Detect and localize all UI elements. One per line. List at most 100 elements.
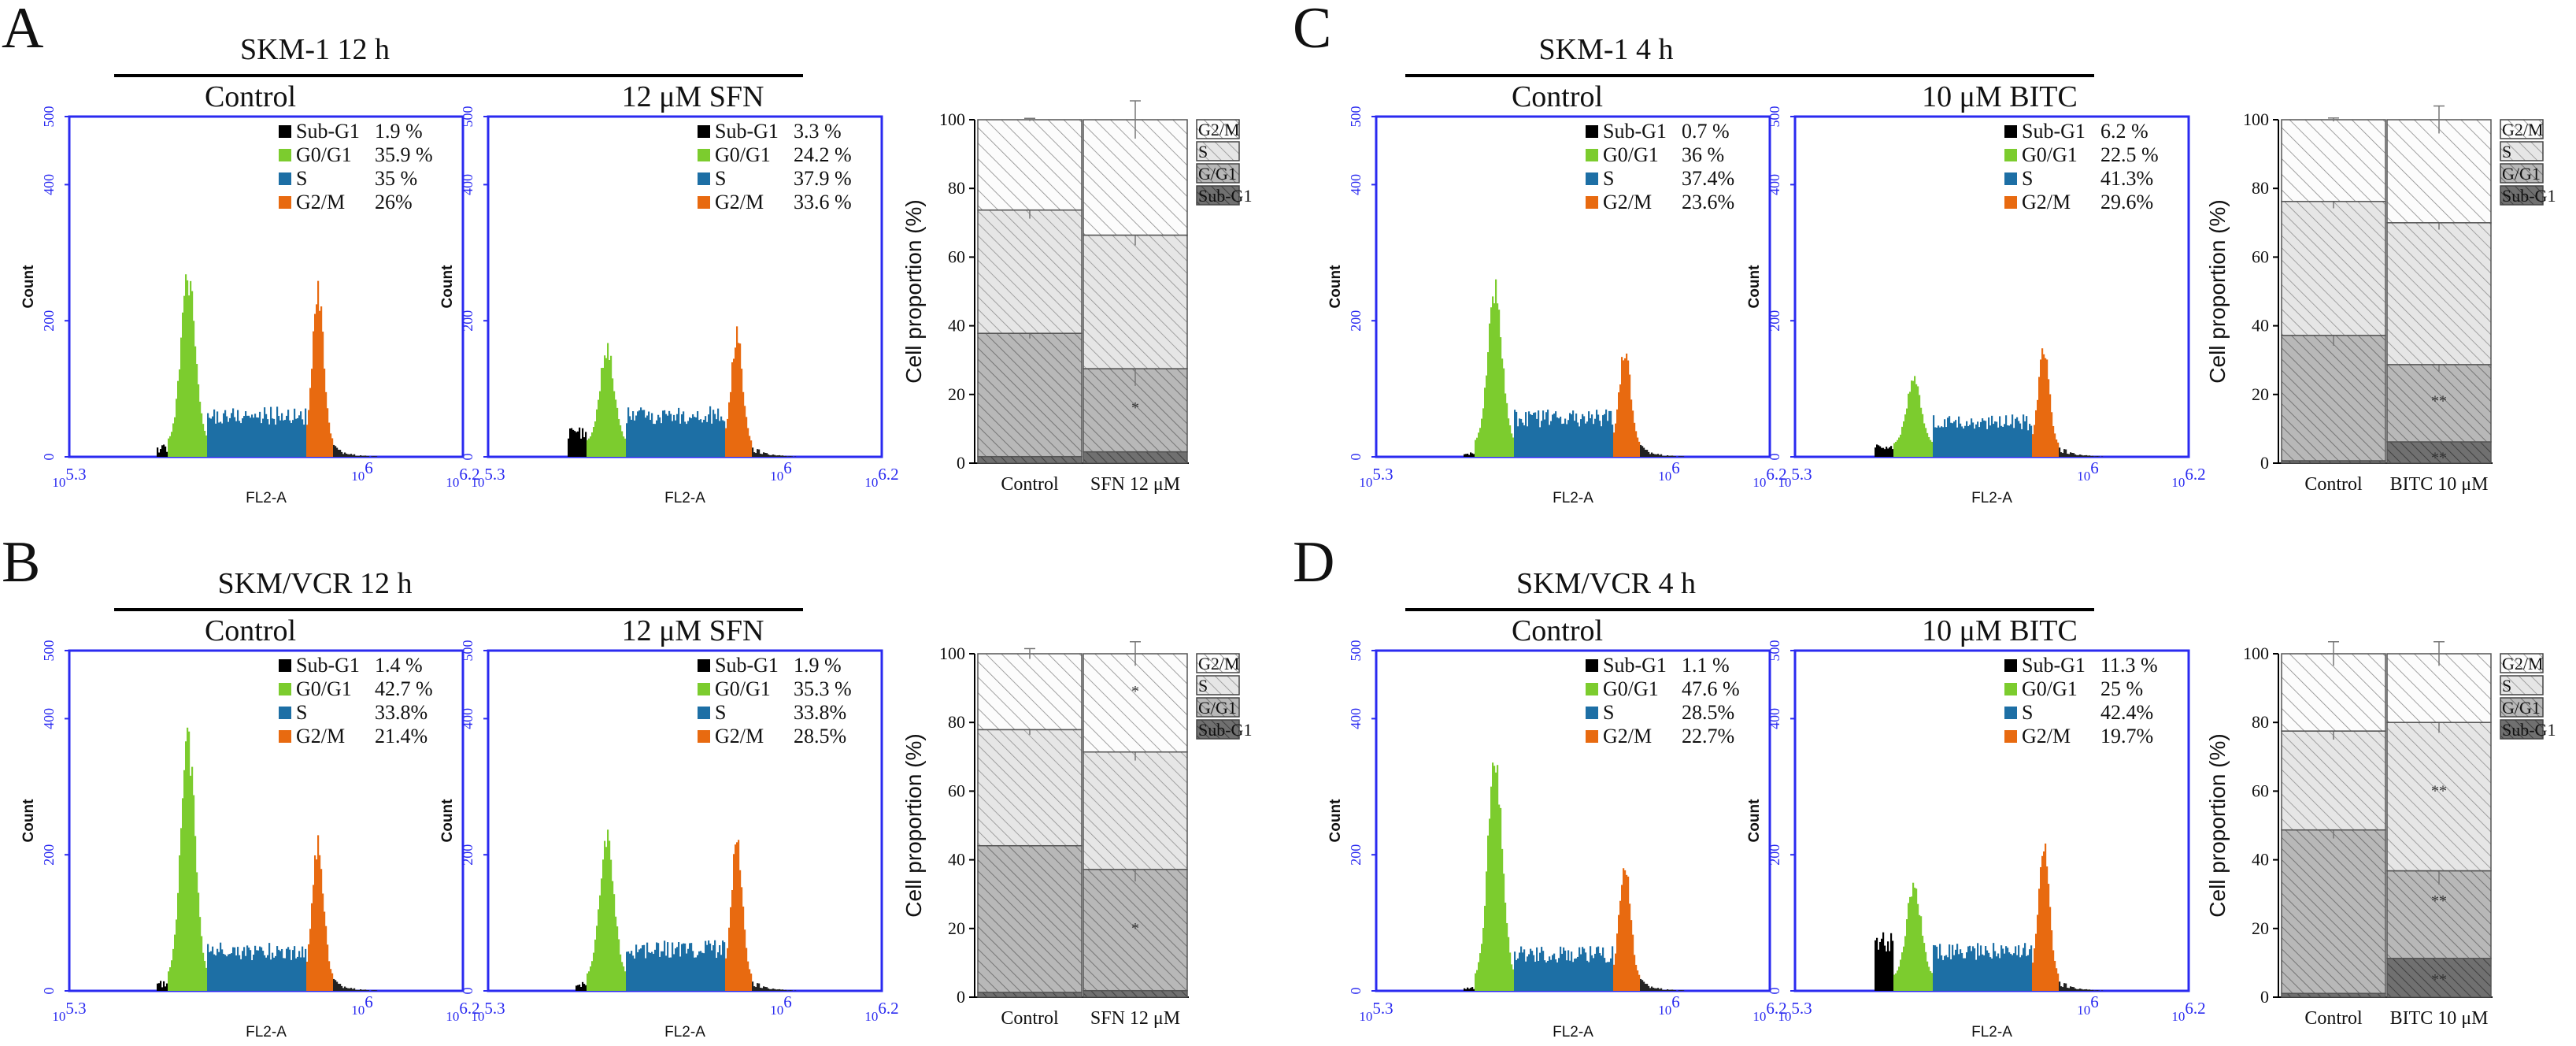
bar-category-label: BITC 10 μM xyxy=(2390,1008,2489,1029)
legend-value: 6.2 % xyxy=(2100,120,2149,143)
histogram-bin xyxy=(355,455,357,457)
histogram-bin xyxy=(676,947,679,991)
bar-segment-sub-g1 xyxy=(977,992,1083,998)
histogram-bin xyxy=(201,413,203,457)
bar-y-tick-label: 100 xyxy=(2243,644,2269,663)
histogram-bin xyxy=(616,407,619,457)
histogram-bin xyxy=(171,432,173,457)
histogram-bin xyxy=(2074,454,2077,457)
histogram-bin xyxy=(780,455,783,457)
histogram-bin xyxy=(1552,955,1554,991)
histogram-bin xyxy=(2079,989,2082,991)
histogram-bin xyxy=(681,414,683,457)
histogram-bin xyxy=(609,360,611,457)
histogram-bin xyxy=(742,906,745,991)
histogram-bin xyxy=(1654,454,1656,457)
histogram-bin xyxy=(267,419,269,457)
legend-value: 21.4% xyxy=(375,725,427,747)
histogram-bin xyxy=(1475,973,1477,991)
histogram-bin xyxy=(1467,453,1469,457)
bar-segment-gg1 xyxy=(977,844,1083,993)
histogram-bin xyxy=(313,885,315,991)
bar-legend-label: Sub-G1 xyxy=(1198,720,1252,740)
histogram-bin xyxy=(306,425,309,457)
legend-value: 24.2 % xyxy=(794,143,852,166)
histogram-bin xyxy=(1914,887,1916,991)
histogram-bin xyxy=(601,878,603,991)
histogram-bin xyxy=(1967,946,1970,991)
histogram-bin xyxy=(1678,456,1680,457)
histogram-bin xyxy=(317,835,320,991)
histogram-bin xyxy=(1486,871,1488,991)
histogram-bin xyxy=(582,428,584,457)
histogram-bin xyxy=(1878,445,1880,457)
histogram-bin xyxy=(623,966,625,991)
bar-legend-swatch xyxy=(1196,141,1240,161)
bar-y-tick-label: 100 xyxy=(939,644,965,663)
legend-value: 28.5% xyxy=(794,725,846,747)
histogram-bin xyxy=(1500,807,1502,991)
histogram-bin xyxy=(1495,772,1497,991)
histogram-bin xyxy=(1511,433,1513,457)
histogram-bin xyxy=(598,399,600,457)
histogram-bin xyxy=(1939,427,1941,457)
histogram-bin xyxy=(2070,452,2072,457)
histogram-bin xyxy=(1961,953,1963,991)
histogram-bin xyxy=(1985,945,1987,991)
histogram-bin xyxy=(298,951,301,991)
histogram-bin xyxy=(618,418,620,457)
histogram-bin xyxy=(1997,427,2000,457)
histogram-bin xyxy=(1493,766,1496,991)
x-tick-label: 106 xyxy=(351,458,373,484)
histogram-bin xyxy=(1634,422,1636,457)
histogram-bin xyxy=(1577,422,1579,457)
histogram-bin xyxy=(228,421,230,457)
histogram-bin xyxy=(298,415,301,457)
histogram-bin xyxy=(2087,455,2089,457)
histogram-bin xyxy=(631,419,633,457)
histogram-bin xyxy=(261,947,263,991)
histogram-bin xyxy=(221,949,224,991)
histogram-bin xyxy=(1545,412,1548,457)
bar-legend-label: G/G1 xyxy=(1198,164,1237,184)
histogram-bin xyxy=(276,406,279,457)
histogram-bin xyxy=(291,422,293,457)
histogram-bin xyxy=(308,944,310,991)
histogram-bin xyxy=(1506,402,1508,457)
histogram-bin xyxy=(621,962,624,991)
histogram-bin xyxy=(1654,988,1656,991)
histogram-bin xyxy=(620,954,622,991)
histogram-bin xyxy=(281,413,283,457)
histogram-bin xyxy=(1615,953,1617,991)
legend-swatch xyxy=(1586,172,1598,185)
histogram-bin xyxy=(1656,454,1658,457)
histogram-bin xyxy=(1534,961,1537,991)
histogram-bin xyxy=(1886,951,1888,991)
histogram-bin xyxy=(311,369,313,457)
histogram-bin xyxy=(2059,447,2061,457)
histogram-bin xyxy=(1602,415,1604,457)
histogram-bin xyxy=(783,456,786,457)
histogram-bin xyxy=(678,942,680,991)
histogram-bin xyxy=(662,951,664,991)
histogram-bin xyxy=(279,420,282,457)
y-tick-label: 400 xyxy=(1348,174,1364,195)
histogram-bin xyxy=(1590,418,1592,457)
histogram-bin xyxy=(273,957,276,991)
histogram-bin xyxy=(1942,427,1945,457)
histogram-bin xyxy=(295,958,298,991)
histogram-bin xyxy=(1892,940,1894,991)
histogram-bin xyxy=(1550,421,1553,457)
histogram-bin xyxy=(1878,949,1880,991)
histogram-bin xyxy=(187,280,189,457)
histogram-bin xyxy=(1875,940,1877,991)
histogram-bin xyxy=(1662,989,1664,991)
histogram-bin xyxy=(1989,957,1992,991)
histogram-bin xyxy=(643,944,646,991)
y-axis-label: Count xyxy=(20,265,37,309)
histogram-bin xyxy=(1947,417,1949,457)
histogram-bin xyxy=(1621,357,1623,457)
histogram-bin xyxy=(224,955,227,991)
histogram-bin xyxy=(357,989,359,991)
histogram-bin xyxy=(1490,786,1493,991)
